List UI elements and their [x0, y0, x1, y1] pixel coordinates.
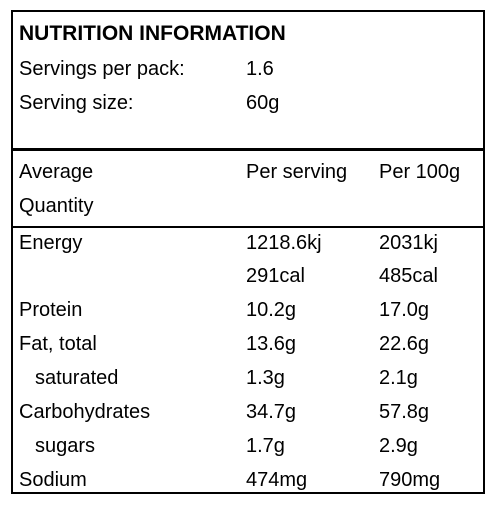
energy-label: Energy: [19, 232, 83, 254]
saturated-per-100g: 2.1g: [379, 367, 418, 389]
energy-per-100g-cal: 485cal: [379, 265, 438, 287]
header-average: Average: [19, 161, 94, 183]
saturated-label: saturated: [35, 367, 119, 389]
fat-total-label: Fat, total: [19, 333, 97, 355]
fat-total-per-100g: 22.6g: [379, 333, 430, 355]
serving-size-label: Serving size:: [19, 92, 134, 114]
sodium-label: Sodium: [19, 469, 87, 491]
serving-size-value: 60g: [246, 92, 280, 114]
carbohydrates-per-100g: 57.8g: [379, 401, 430, 423]
panel-title: NUTRITION INFORMATION: [19, 22, 286, 45]
header-quantity: Quantity: [19, 195, 94, 217]
sugars-per-serving: 1.7g: [246, 435, 285, 457]
servings-per-pack-label: Servings per pack:: [19, 58, 185, 80]
sodium-per-100g: 790mg: [379, 469, 441, 491]
protein-per-serving: 10.2g: [246, 299, 297, 321]
header-per-serving: Per serving: [246, 161, 348, 183]
divider-header: [13, 226, 483, 228]
servings-per-pack-value: 1.6: [246, 58, 274, 80]
header-per-100g: Per 100g: [379, 161, 461, 183]
protein-per-100g: 17.0g: [379, 299, 430, 321]
sodium-per-serving: 474mg: [246, 469, 308, 491]
nutrition-panel: NUTRITION INFORMATION Servings per pack:…: [11, 10, 485, 494]
sugars-per-100g: 2.9g: [379, 435, 418, 457]
divider-top: [13, 148, 483, 151]
protein-label: Protein: [19, 299, 83, 321]
sugars-label: sugars: [35, 435, 96, 457]
fat-total-per-serving: 13.6g: [246, 333, 297, 355]
energy-per-serving: 1218.6kj: [246, 232, 322, 254]
energy-per-100g: 2031kj: [379, 232, 438, 254]
energy-per-serving-cal: 291cal: [246, 265, 305, 287]
carbohydrates-per-serving: 34.7g: [246, 401, 297, 423]
carbohydrates-label: Carbohydrates: [19, 401, 151, 423]
saturated-per-serving: 1.3g: [246, 367, 285, 389]
